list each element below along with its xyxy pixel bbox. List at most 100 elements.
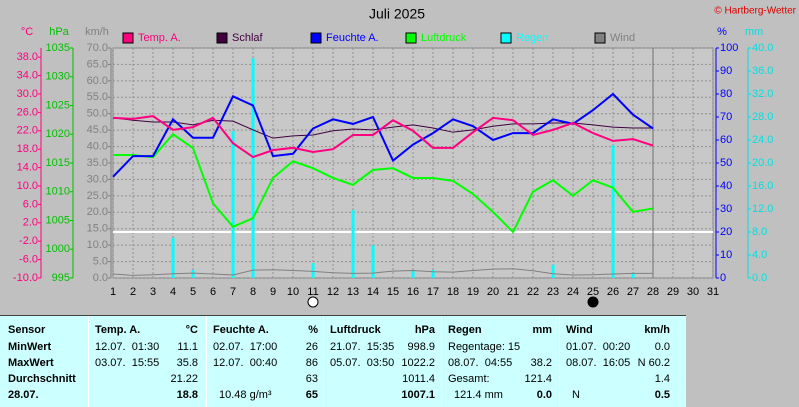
rain-bar	[231, 130, 235, 278]
rain-bar	[371, 245, 375, 278]
y-tick-label: 8.0	[752, 226, 767, 238]
y-tick-label: 90	[720, 65, 732, 77]
rain-bar	[631, 272, 635, 278]
rain-bar	[351, 210, 355, 278]
y-tick-label: 10	[720, 249, 732, 261]
y-tick-label: 1020	[46, 128, 70, 140]
y-tick-label: 1030	[46, 71, 70, 83]
x-tick-label: 7	[230, 286, 236, 298]
y-tick-label: 1000	[46, 243, 70, 255]
legend-swatch	[122, 32, 134, 44]
table-cell: Sensor	[8, 324, 46, 336]
table-cell: Wind	[566, 324, 593, 336]
y-tick-label: 4.0	[752, 249, 767, 261]
legend-label: Feuchte A.	[326, 32, 379, 44]
rain-bar	[171, 237, 175, 278]
x-tick-label: 26	[607, 286, 619, 298]
x-tick-label: 3	[150, 286, 156, 298]
column-separator	[206, 316, 207, 407]
y-tick-label: 14.0	[17, 162, 38, 174]
y-tick-label: 1035	[46, 42, 70, 54]
chart-title: Juli 2025	[369, 6, 425, 22]
y-tick-label: 10.0	[87, 239, 108, 251]
y-tick-label: 40.0	[87, 140, 108, 152]
table-cell: 18.8	[176, 389, 198, 401]
table-cell: 38.2	[530, 357, 552, 369]
x-tick-label: 12	[327, 286, 339, 298]
y-tick-label: 30.0	[87, 173, 108, 185]
y-tick-label: 40	[720, 180, 732, 192]
chart: Juli 2025 © Hartberg-Wetter 1 2 3 4 5 6 7 8 9 10 1…	[13, 6, 797, 308]
series-line	[113, 132, 654, 234]
y-tick-label: 20.0	[752, 157, 773, 169]
table-cell: Feuchte A.	[213, 324, 269, 336]
x-tick-label: 22	[527, 286, 539, 298]
x-tick-label: 2	[130, 286, 136, 298]
y-tick-label: 80	[720, 88, 732, 100]
table-cell: 08.07. 16:05	[566, 357, 631, 369]
y-tick-label: 18.0	[17, 143, 38, 155]
table-cell: N 60.2	[637, 357, 670, 369]
table-cell: 28.07.	[8, 389, 39, 401]
y-tick-label: 38.0	[17, 51, 38, 63]
table-cell: 65	[305, 389, 318, 401]
credit: © Hartberg-Wetter	[714, 6, 796, 17]
x-tick-label: 5	[190, 286, 196, 298]
x-tick-label: 4	[170, 286, 176, 298]
y-tick-label: 40.0	[752, 42, 773, 54]
y-tick-label: 60	[720, 134, 732, 146]
x-tick-label: 9	[270, 286, 276, 298]
x-tick-label: 10	[287, 286, 299, 298]
rain-bar	[191, 269, 195, 278]
rain-bar	[551, 264, 555, 278]
axis-unit: hPa	[49, 26, 69, 38]
x-tick-label: 1	[110, 286, 116, 298]
table-cell: hPa	[414, 324, 435, 336]
y-tick-label: 1010	[46, 186, 70, 198]
y-tick-label: 55.0	[87, 91, 108, 103]
series-line	[112, 115, 654, 159]
y-tick-label: 100	[720, 42, 738, 54]
legend-label: Schlaf	[232, 32, 264, 44]
y-tick-label: 25.0	[87, 190, 108, 202]
axis-unit: km/h	[85, 26, 109, 38]
table-cell: 26	[305, 341, 318, 353]
x-tick-label: 6	[210, 286, 216, 298]
y-tick-label: 30	[720, 203, 732, 215]
legend-swatch	[594, 32, 606, 44]
legend-swatch	[310, 32, 322, 44]
axis-unit: mm	[745, 26, 763, 38]
y-tick-label: 16.0	[752, 180, 773, 192]
y-tick-label: 70	[720, 111, 732, 123]
column-separator	[441, 316, 442, 407]
y-tick-label: 2.0	[23, 217, 38, 229]
x-tick-label: 27	[627, 286, 639, 298]
table-cell: 12.07. 01:30	[95, 341, 160, 353]
series-line	[112, 92, 654, 178]
x-tick-label: 13	[347, 286, 359, 298]
axis-unit: %	[717, 26, 727, 38]
table-cell: MaxWert	[8, 357, 54, 369]
table-cell: 01.07. 00:20	[566, 341, 631, 353]
axis-unit: °C	[21, 26, 33, 38]
x-tick-label: 8	[250, 286, 256, 298]
x-tick-label: 11	[307, 286, 318, 298]
moon-full	[307, 296, 319, 308]
rain-bar	[251, 58, 255, 278]
table-cell: 21.07. 15:35	[330, 341, 395, 353]
y-tick-label: 65.0	[87, 58, 108, 70]
x-tick-label: 24	[567, 286, 579, 298]
x-tick-label: 20	[487, 286, 499, 298]
y-tick-label: 24.0	[752, 134, 773, 146]
y-tick-label: 5.0	[93, 255, 108, 267]
y-tick-label: 1025	[46, 99, 70, 111]
y-tick-label: 0.0	[93, 272, 108, 284]
y-tick-label: 995	[52, 272, 70, 284]
table-cell: Regentage: 15	[448, 341, 521, 353]
table-cell: %	[308, 324, 318, 336]
table-cell: mm	[532, 324, 552, 336]
table-cell: 1022.2	[401, 357, 435, 369]
y-tick-label: 20	[720, 226, 732, 238]
y-tick-label: 1005	[46, 214, 70, 226]
